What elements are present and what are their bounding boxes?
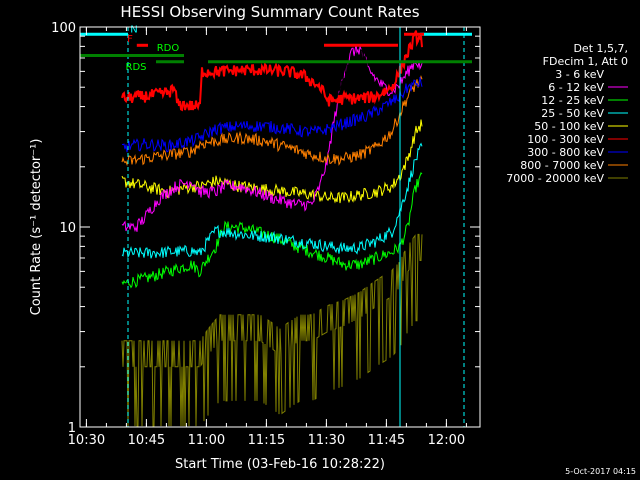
axis-ticks: 10:30 10:45 11:00 11:15 11:30 11:45 12:00 1 10 10… bbox=[51, 21, 480, 448]
legend-entry-4: 50 - 100 keV bbox=[534, 120, 604, 133]
series-line-1 bbox=[121, 44, 423, 233]
series-line-0 bbox=[121, 43, 423, 182]
x-tick-label-5: 11:45 bbox=[368, 433, 405, 448]
overlay-label-2: RDO bbox=[157, 43, 180, 54]
x-tick-label-2: 11:00 bbox=[188, 433, 225, 448]
x-tick-label-0: 10:30 bbox=[68, 433, 105, 448]
legend-entry-7: 800 - 7000 keV bbox=[520, 159, 604, 172]
legend-entry-0: 3 - 6 keV bbox=[555, 68, 604, 81]
y-axis-label: Count Rate (s⁻¹ detector⁻¹) bbox=[29, 139, 44, 316]
series-line-7 bbox=[121, 75, 423, 167]
series-layer bbox=[121, 30, 423, 427]
x-tick-label-4: 11:30 bbox=[308, 433, 345, 448]
overlay-label-0: N bbox=[130, 24, 137, 35]
series-line-3 bbox=[121, 142, 423, 259]
legend-entry-3: 25 - 50 keV bbox=[541, 107, 604, 120]
chart-title: HESSI Observing Summary Count Rates bbox=[120, 3, 419, 21]
series-line-6 bbox=[121, 77, 423, 153]
series-line-8 bbox=[121, 233, 423, 427]
y-tick-label-0: 1 bbox=[68, 421, 76, 436]
overlay-layer: NF RDO RDS bbox=[80, 24, 472, 427]
legend-entry-1: 6 - 12 keV bbox=[548, 81, 604, 94]
legend-entry-5: 100 - 300 keV bbox=[527, 133, 604, 146]
legend-entry-2: 12 - 25 keV bbox=[541, 94, 604, 107]
overlay-label-1: F bbox=[127, 34, 133, 45]
y-tick-label-2: 100 bbox=[51, 21, 76, 36]
legend-header-line-2: FDecim 1, Att 0 bbox=[543, 55, 628, 68]
x-tick-label-6: 12:00 bbox=[428, 433, 465, 448]
x-tick-label-1: 10:45 bbox=[128, 433, 165, 448]
legend-entry-8: 7000 - 20000 keV bbox=[506, 172, 604, 185]
x-tick-label-3: 11:15 bbox=[248, 433, 285, 448]
series-line-5 bbox=[121, 30, 423, 112]
overlay-label-3: RDS bbox=[126, 62, 147, 73]
legend-entry-6: 300 - 800 keV bbox=[527, 146, 604, 159]
footer-timestamp: 5-Oct-2017 04:15 bbox=[565, 467, 636, 476]
x-axis-label: Start Time (03-Feb-16 10:28:22) bbox=[175, 457, 385, 472]
y-tick-label-1: 10 bbox=[59, 221, 76, 236]
legend-header-line-1: Det 1,5,7, bbox=[573, 42, 628, 55]
series-line-2 bbox=[121, 172, 423, 289]
